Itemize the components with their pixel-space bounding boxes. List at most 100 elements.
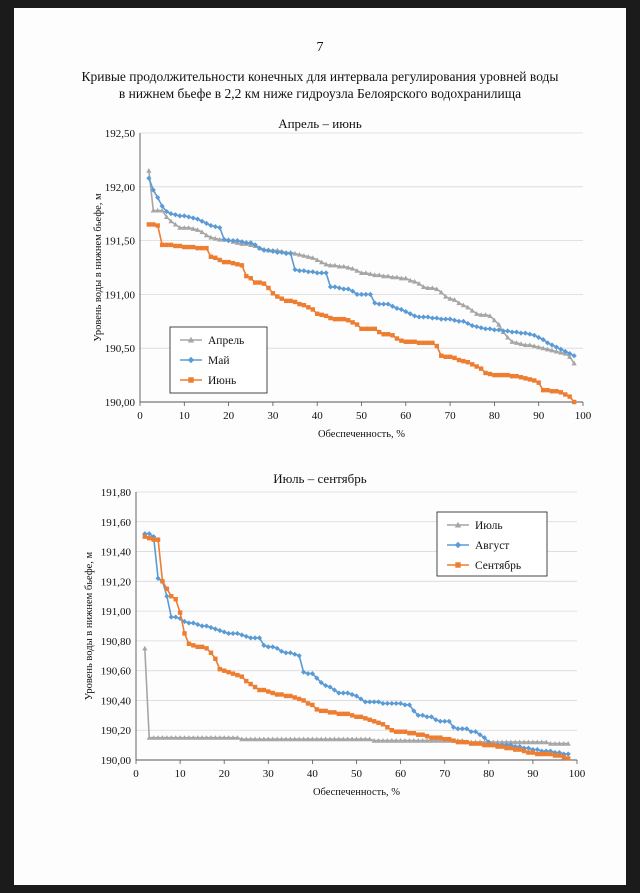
data-point: [221, 668, 227, 673]
data-point: [472, 729, 479, 735]
data-point: [425, 314, 431, 320]
data-point: [336, 285, 342, 291]
data-point: [518, 341, 524, 346]
data-point: [464, 739, 469, 745]
data-point: [503, 742, 510, 748]
data-point: [399, 338, 404, 343]
x-axis-label: Обеспеченность, %: [318, 429, 405, 440]
data-point: [371, 738, 377, 743]
data-point: [331, 736, 338, 742]
data-point: [309, 671, 315, 677]
data-point: [350, 288, 356, 294]
data-point: [173, 735, 179, 740]
data-point: [540, 345, 546, 351]
data-point: [359, 326, 364, 332]
x-tick-label: 80: [483, 768, 495, 780]
data-point: [478, 325, 484, 331]
data-point: [534, 739, 540, 745]
data-point: [416, 340, 422, 346]
data-point: [554, 389, 559, 394]
data-point: [270, 291, 276, 296]
data-point: [530, 750, 536, 755]
data-point: [517, 747, 522, 752]
data-point: [402, 702, 408, 708]
data-point: [469, 323, 475, 329]
data-point: [155, 575, 161, 581]
data-point: [438, 316, 444, 322]
data-point: [532, 378, 537, 383]
data-point: [292, 736, 298, 742]
data-point: [412, 313, 418, 319]
data-point: [301, 302, 307, 308]
data-point: [256, 736, 263, 742]
data-point: [172, 212, 179, 218]
data-point: [230, 735, 236, 740]
legend-label: Июль: [475, 520, 503, 532]
data-point: [270, 690, 275, 696]
x-tick-label: 60: [400, 410, 412, 422]
data-point: [428, 738, 435, 743]
data-point: [437, 738, 443, 743]
data-point: [509, 339, 515, 344]
data-point: [186, 225, 192, 230]
data-point: [443, 354, 448, 360]
data-point: [358, 270, 365, 275]
data-point: [142, 534, 148, 539]
x-tick-label: 90: [533, 410, 545, 422]
y-tick-label: 191,40: [101, 547, 132, 559]
data-point: [543, 751, 549, 757]
chart-1-group: 190,00 190,50 191,00 191,50 192,00 192,50 0 10 2…: [93, 128, 592, 440]
data-point: [499, 739, 505, 745]
data-point: [354, 714, 359, 720]
data-point: [460, 739, 465, 745]
data-point: [504, 745, 509, 751]
data-point: [367, 717, 372, 723]
data-point: [164, 593, 170, 599]
x-tick-label: 0: [137, 410, 143, 422]
data-point: [438, 289, 444, 295]
data-point: [544, 346, 551, 352]
data-point: [186, 735, 192, 740]
data-point: [543, 748, 549, 754]
data-point: [314, 675, 320, 681]
data-point: [420, 738, 426, 743]
data-point: [212, 235, 218, 241]
data-point: [226, 259, 231, 265]
x-tick-label: 10: [175, 768, 187, 780]
data-point: [438, 735, 443, 740]
data-point: [571, 360, 577, 366]
data-point: [459, 726, 465, 732]
data-point: [296, 251, 303, 257]
legend-label: Апрель: [208, 335, 244, 347]
data-point: [478, 312, 484, 317]
data-point: [451, 317, 458, 323]
data-point: [375, 699, 382, 705]
legend: Апрель Май Июнь: [169, 326, 268, 394]
data-point: [525, 739, 532, 745]
data-point: [168, 218, 174, 224]
data-point: [274, 736, 280, 742]
data-point: [323, 736, 329, 742]
y-tick-label: 190,40: [101, 695, 132, 707]
data-point: [517, 739, 523, 745]
data-point: [234, 735, 241, 740]
data-point: [380, 738, 386, 743]
data-point: [305, 736, 311, 742]
data-point: [199, 735, 205, 740]
data-point: [429, 285, 435, 291]
data-point: [385, 332, 391, 337]
data-point: [394, 305, 400, 311]
data-point: [275, 294, 280, 299]
data-point: [567, 354, 573, 359]
data-point: [380, 722, 386, 727]
data-point: [296, 736, 302, 742]
data-point: [420, 732, 425, 737]
data-point: [226, 669, 231, 675]
data-point: [168, 614, 174, 620]
data-point: [323, 708, 328, 714]
data-point: [150, 207, 156, 213]
data-point: [164, 586, 170, 591]
data-point: [190, 215, 196, 221]
data-point: [465, 320, 471, 327]
